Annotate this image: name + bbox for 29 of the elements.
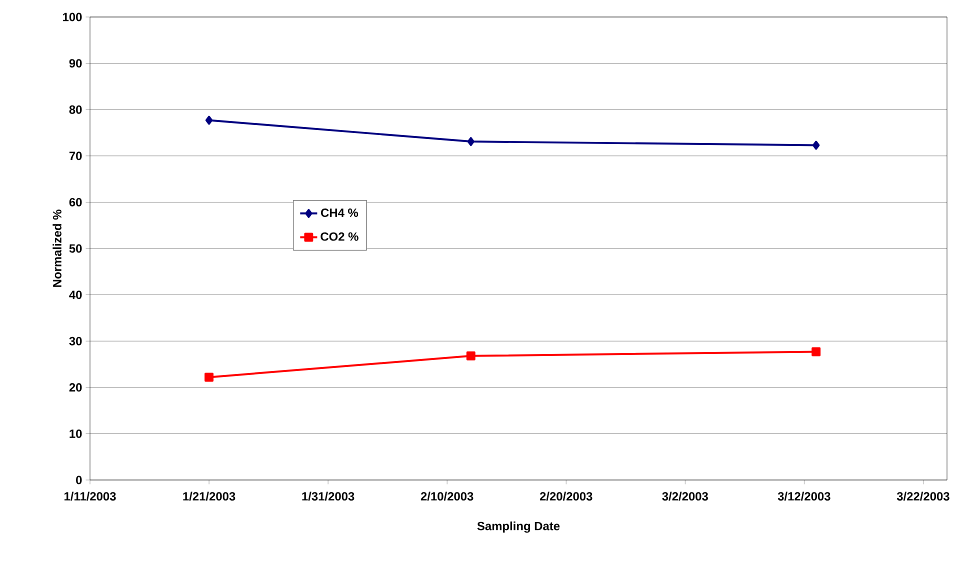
x-axis-title: Sampling Date	[477, 522, 560, 533]
point	[205, 116, 213, 125]
y-axis-title: Normalized %	[52, 210, 62, 287]
point	[812, 347, 821, 356]
y-tick-label: 30	[69, 336, 82, 346]
y-tick-label: 90	[69, 59, 82, 68]
x-tick-label: 1/31/2003	[302, 492, 354, 501]
x-tick-label: 2/10/2003	[420, 492, 474, 501]
x-tick-label: 2/20/2003	[540, 492, 592, 501]
x-tick-label: 3/12/2003	[778, 492, 830, 501]
x-tick-label: 1/11/2003	[64, 492, 116, 501]
y-tick-label: 0	[76, 476, 82, 484]
x-tick-label: 1/21/2003	[183, 492, 236, 501]
legend-label: CO2 %	[320, 232, 358, 241]
y-tick-label: 40	[69, 290, 82, 300]
y-tick-label: 10	[70, 429, 82, 438]
point	[812, 140, 820, 150]
y-tick-label: 50	[69, 244, 82, 253]
point	[204, 372, 214, 382]
legend-label: CH4 %	[321, 208, 358, 217]
y-tick-label: 60	[69, 198, 82, 206]
point	[467, 137, 475, 146]
y-tick-label: 20	[69, 383, 82, 392]
x-tick-label: 3/2/2003	[662, 492, 708, 501]
y-tick-label: 70	[69, 152, 82, 160]
x-tick-label: 3/22/2003	[896, 492, 950, 501]
y-tick-label: 100	[63, 12, 82, 22]
point	[466, 351, 476, 360]
y-tick-label: 80	[69, 105, 82, 114]
